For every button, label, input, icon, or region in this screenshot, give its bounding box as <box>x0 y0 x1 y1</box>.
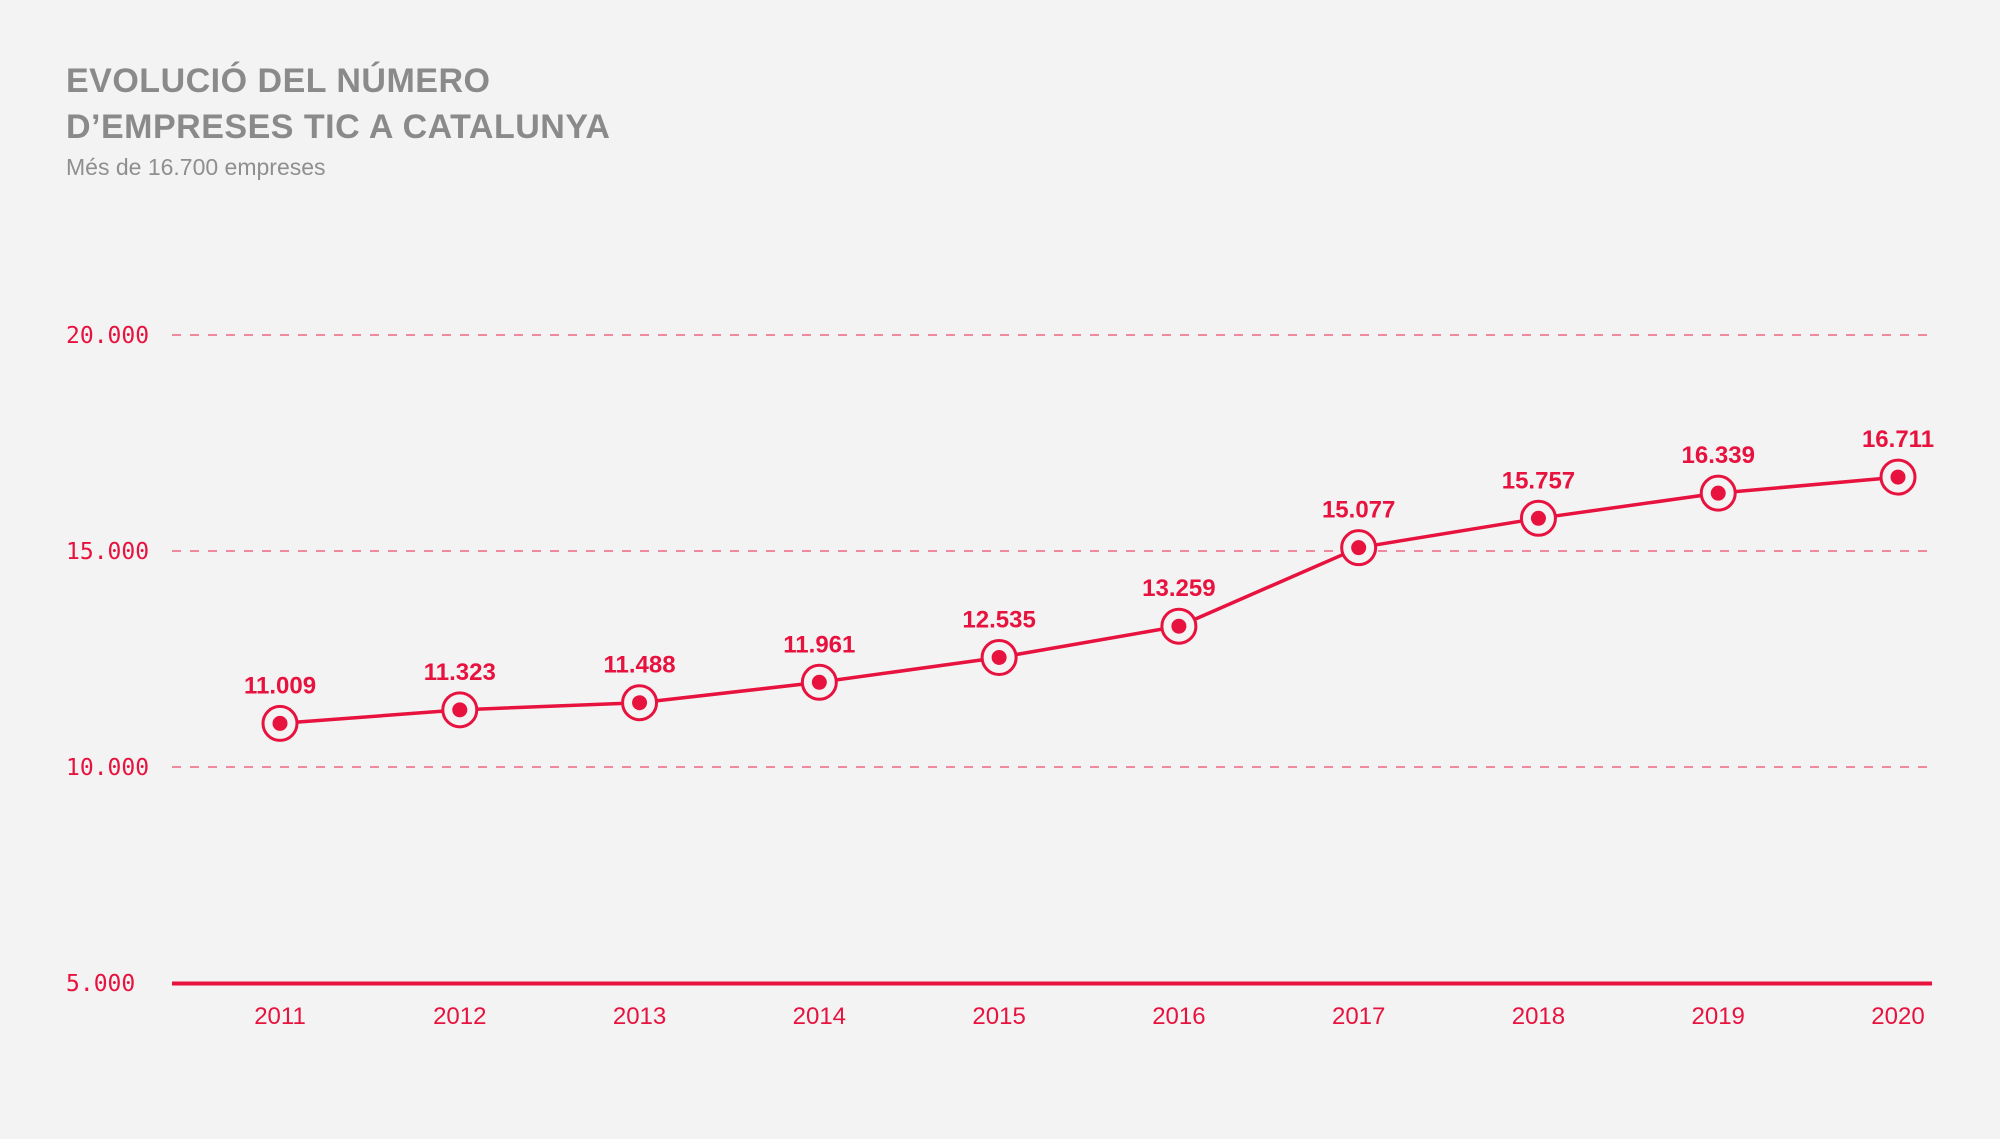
data-point <box>991 649 1007 665</box>
data-label: 15.077 <box>1322 497 1395 524</box>
data-label: 16.339 <box>1682 442 1755 469</box>
series-line <box>279 475 1899 726</box>
data-point <box>1351 540 1367 556</box>
chart-subtitle: Més de 16.700 empreses <box>66 154 326 180</box>
chart-title-line-1: EVOLUCIÓ DEL NÚMERO <box>66 62 491 100</box>
data-label: 12.535 <box>962 606 1035 633</box>
y-tick-label: 10.000 <box>66 755 149 781</box>
y-tick-label: 20.000 <box>66 323 149 349</box>
data-point <box>632 695 648 711</box>
x-tick-label: 2020 <box>1871 1003 1924 1030</box>
data-point <box>1710 485 1726 501</box>
chart-header: EVOLUCIÓ DEL NÚMERO D’EMPRESES TIC A CAT… <box>66 58 610 181</box>
data-point <box>272 715 288 731</box>
data-label: 15.757 <box>1502 467 1575 494</box>
x-tick-label: 2019 <box>1692 1003 1745 1030</box>
chart-title-line-2: D’EMPRESES TIC A CATALUNYA <box>66 108 611 146</box>
x-tick-label: 2011 <box>254 1003 306 1030</box>
data-label: 11.323 <box>424 659 496 686</box>
y-tick-label: 15.000 <box>66 539 149 565</box>
x-tick-label: 2015 <box>972 1003 1025 1030</box>
x-tick-label: 2012 <box>433 1003 486 1030</box>
data-point <box>811 674 827 690</box>
data-point <box>1171 618 1187 634</box>
data-point <box>1530 510 1546 526</box>
data-label: 11.009 <box>244 672 316 699</box>
x-tick-label: 2016 <box>1152 1003 1205 1030</box>
x-tick-label: 2017 <box>1332 1003 1385 1030</box>
data-label: 11.488 <box>604 652 676 679</box>
data-point <box>1890 469 1906 485</box>
data-point <box>452 702 468 718</box>
x-tick-label: 2018 <box>1512 1003 1565 1030</box>
data-label: 16.711 <box>1862 426 1934 453</box>
x-tick-label: 2014 <box>793 1003 846 1030</box>
y-tick-label: 5.000 <box>66 971 135 997</box>
data-label: 11.961 <box>783 631 855 658</box>
x-tick-label: 2013 <box>613 1003 666 1030</box>
data-label: 13.259 <box>1142 575 1215 602</box>
